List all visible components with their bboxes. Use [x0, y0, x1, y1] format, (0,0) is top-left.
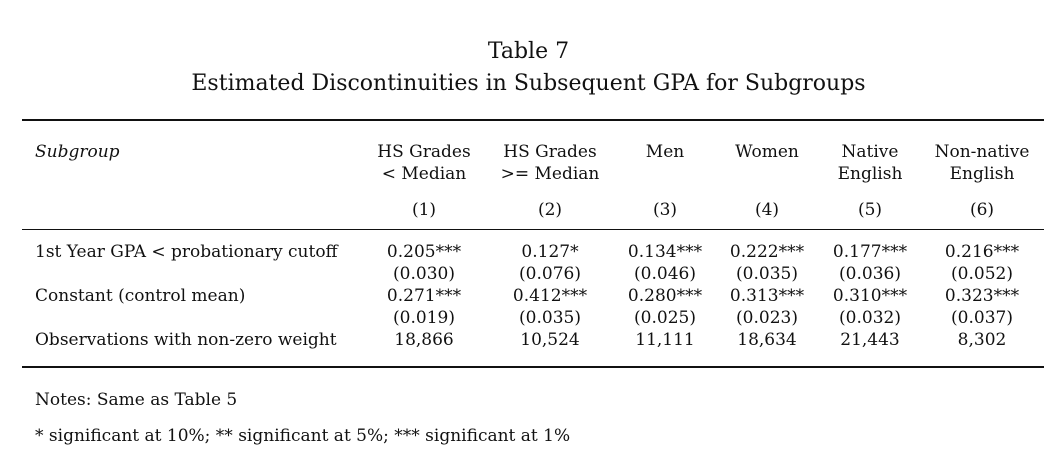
column-number-3: (3): [652, 200, 678, 220]
table-cell: 21,443: [840, 330, 900, 350]
table-number: Table 7: [487, 39, 570, 64]
column-number-6: (6): [969, 200, 995, 220]
column-header-4-line1: Women: [735, 142, 799, 162]
row-label-probation: 1st Year GPA < probationary cutoff: [35, 242, 338, 262]
column-header-1-line2: < Median: [381, 164, 467, 184]
row-label-observations: Observations with non-zero weight: [35, 330, 337, 350]
column-header-5: Native English: [838, 141, 903, 185]
column-header-5-line1: Native: [841, 142, 899, 162]
table-cell: 0.310***: [832, 286, 908, 306]
table-cell: 8,302: [957, 330, 1007, 350]
standard-error-cell: (0.052): [951, 264, 1013, 284]
standard-error-cell: (0.032): [839, 308, 901, 328]
table-cell: 10,524: [520, 330, 580, 350]
column-header-3: Men: [646, 141, 684, 163]
column-header-5-line2: English: [837, 164, 903, 184]
column-header-6-line1: Non-native: [934, 142, 1030, 162]
table-cell: 0.205***: [386, 242, 462, 262]
standard-error-cell: (0.023): [736, 308, 798, 328]
table-title-block: Table 7 Estimated Discontinuities in Sub…: [0, 36, 1057, 100]
table-cell: 0.280***: [627, 286, 703, 306]
table-cell: 0.222***: [729, 242, 805, 262]
table-cell: 0.323***: [944, 286, 1020, 306]
standard-error-cell: (0.030): [393, 264, 455, 284]
stub-header: Subgroup: [35, 142, 120, 162]
top-rule: [22, 119, 1044, 121]
table-cell: 0.177***: [832, 242, 908, 262]
standard-error-cell: (0.025): [634, 308, 696, 328]
column-header-2: HS Grades >= Median: [501, 141, 600, 185]
standard-error-cell: (0.046): [634, 264, 696, 284]
column-header-3-line1: Men: [645, 142, 685, 162]
table-cell: 0.216***: [944, 242, 1020, 262]
table-note: Notes: Same as Table 5: [35, 390, 238, 410]
column-header-1-line1: HS Grades: [377, 142, 471, 162]
table-cell: 18,634: [737, 330, 797, 350]
significance-note: * significant at 10%; ** significant at …: [35, 426, 571, 446]
table-cell: 0.313***: [729, 286, 805, 306]
bottom-rule: [22, 366, 1044, 368]
table-cell: 0.412***: [512, 286, 588, 306]
column-number-4: (4): [754, 200, 780, 220]
table-cell: 0.127*: [521, 242, 579, 262]
header-rule: [22, 229, 1044, 230]
table-caption: Estimated Discontinuities in Subsequent …: [191, 71, 866, 96]
table-cell: 18,866: [394, 330, 454, 350]
table-cell: 0.134***: [627, 242, 703, 262]
column-header-2-line2: >= Median: [500, 164, 600, 184]
column-header-1: HS Grades < Median: [377, 141, 470, 185]
column-header-2-line1: HS Grades: [503, 142, 597, 162]
standard-error-cell: (0.035): [519, 308, 581, 328]
table-cell: 11,111: [635, 330, 695, 350]
column-header-6-line2: English: [949, 164, 1015, 184]
column-header-4: Women: [735, 141, 799, 163]
column-number-1: (1): [411, 200, 437, 220]
row-label-constant: Constant (control mean): [35, 286, 246, 306]
standard-error-cell: (0.019): [393, 308, 455, 328]
column-number-5: (5): [857, 200, 883, 220]
standard-error-cell: (0.037): [951, 308, 1013, 328]
standard-error-cell: (0.076): [519, 264, 581, 284]
column-number-2: (2): [537, 200, 563, 220]
standard-error-cell: (0.036): [839, 264, 901, 284]
table-cell: 0.271***: [386, 286, 462, 306]
column-header-6: Non-native English: [935, 141, 1030, 185]
standard-error-cell: (0.035): [736, 264, 798, 284]
